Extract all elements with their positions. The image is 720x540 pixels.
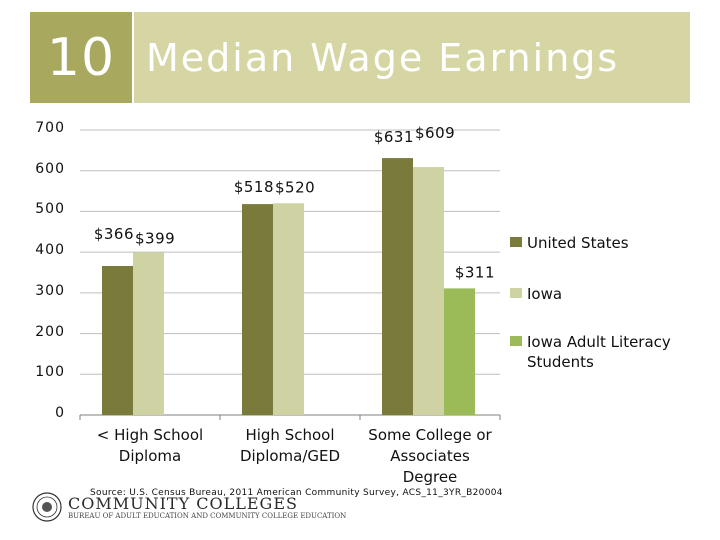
slide-number-box: 10	[30, 12, 132, 103]
bar-united-states	[382, 158, 413, 416]
x-category-label: < High School Diploma	[75, 425, 225, 467]
legend-label-line: Iowa Adult Literacy	[527, 333, 671, 351]
y-tick-label: 200	[35, 323, 65, 340]
x-category-line: Degree	[402, 468, 458, 486]
bar-value-label: $518	[234, 178, 274, 196]
x-category-line: Some College or	[368, 426, 492, 444]
legend-label: United States	[527, 233, 707, 253]
bar-value-label: $631	[374, 128, 414, 146]
y-tick-label: 0	[55, 405, 65, 421]
x-category-label: Some College or Associates Degree	[355, 425, 505, 488]
legend-item: Iowa Adult Literacy Students	[510, 332, 707, 372]
slide-title: Median Wage Earnings	[146, 35, 620, 80]
logo-subtitle: BUREAU OF ADULT EDUCATION AND COMMUNITY …	[68, 512, 347, 520]
bar-iowa	[413, 167, 444, 415]
bar-iowa-adult-literacy-students	[444, 288, 475, 415]
legend-item: United States	[510, 233, 707, 253]
bar-value-label: $609	[415, 124, 455, 142]
bar-value-label: $520	[275, 178, 315, 196]
bar-iowa	[273, 203, 304, 415]
legend-swatch	[510, 237, 522, 247]
x-category-line: Associates	[390, 447, 470, 465]
bar-iowa	[133, 252, 164, 415]
x-category-line: High School	[245, 426, 335, 444]
y-tick-label: 600	[35, 160, 65, 177]
legend-swatch	[510, 336, 522, 346]
legend-label: Iowa	[527, 284, 707, 304]
community-colleges-logo: COMMUNITY COLLEGES BUREAU OF ADULT EDUCA…	[32, 492, 346, 522]
x-category-line: < High School	[96, 426, 204, 444]
x-category-line: Diploma	[118, 447, 182, 465]
bar-value-label: $311	[455, 263, 495, 281]
legend-label-line: Iowa	[527, 285, 563, 303]
x-category-line: Diploma/GED	[239, 447, 341, 465]
legend-label-line: United States	[527, 234, 629, 252]
legend-item: Iowa	[510, 284, 707, 304]
y-tick-label: 700	[35, 120, 65, 136]
bar-value-label: $399	[135, 230, 175, 248]
bar-value-label: $366	[94, 225, 134, 243]
seal-icon	[32, 492, 62, 522]
bar-united-states	[102, 265, 133, 415]
source-note: Source: U.S. Census Bureau, 2011 America…	[90, 488, 503, 498]
y-tick-label: 500	[35, 201, 65, 218]
y-tick-label: 300	[35, 282, 65, 299]
legend-swatch	[510, 288, 522, 298]
legend-label-line: Students	[527, 353, 594, 371]
legend-label: Iowa Adult Literacy Students	[527, 332, 707, 372]
title-banner: Median Wage Earnings	[134, 12, 690, 103]
y-tick-label: 400	[35, 242, 65, 259]
bar-united-states	[242, 204, 273, 415]
logo-name: COMMUNITY COLLEGES	[68, 494, 298, 513]
slide-number: 10	[46, 27, 116, 88]
y-tick-label: 100	[35, 364, 65, 381]
x-category-label: High School Diploma/GED	[215, 425, 365, 467]
